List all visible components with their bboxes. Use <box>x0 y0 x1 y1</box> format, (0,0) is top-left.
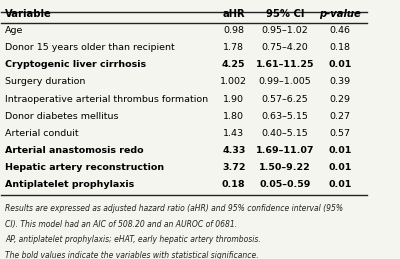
Text: Age: Age <box>5 26 24 35</box>
Text: Donor 15 years older than recipient: Donor 15 years older than recipient <box>5 43 175 52</box>
Text: 1.43: 1.43 <box>223 129 244 138</box>
Text: aHR: aHR <box>222 9 245 19</box>
Text: 0.40–5.15: 0.40–5.15 <box>262 129 308 138</box>
Text: 0.01: 0.01 <box>328 60 352 69</box>
Text: Arterial anastomosis redo: Arterial anastomosis redo <box>5 146 144 155</box>
Text: Surgery duration: Surgery duration <box>5 77 86 87</box>
Text: 0.29: 0.29 <box>330 95 350 104</box>
Text: 0.63–5.15: 0.63–5.15 <box>262 112 308 121</box>
Text: Variable: Variable <box>5 9 52 19</box>
Text: AP, antiplatelet prophylaxis; eHAT, early hepatic artery thrombosis.: AP, antiplatelet prophylaxis; eHAT, earl… <box>5 235 261 244</box>
Text: 1.61–11.25: 1.61–11.25 <box>256 60 314 69</box>
Text: 95% CI: 95% CI <box>266 9 304 19</box>
Text: 0.57–6.25: 0.57–6.25 <box>262 95 308 104</box>
Text: 4.33: 4.33 <box>222 146 246 155</box>
Text: 0.46: 0.46 <box>330 26 350 35</box>
Text: 1.002: 1.002 <box>220 77 247 87</box>
Text: 1.50–9.22: 1.50–9.22 <box>259 163 311 172</box>
Text: Hepatic artery reconstruction: Hepatic artery reconstruction <box>5 163 164 172</box>
Text: 0.05–0.59: 0.05–0.59 <box>259 180 311 189</box>
Text: 0.01: 0.01 <box>328 146 352 155</box>
Text: 3.72: 3.72 <box>222 163 246 172</box>
Text: 0.75–4.20: 0.75–4.20 <box>262 43 308 52</box>
Text: 0.01: 0.01 <box>328 180 352 189</box>
Text: 1.78: 1.78 <box>223 43 244 52</box>
Text: 0.98: 0.98 <box>223 26 244 35</box>
Text: Intraoperative arterial thrombus formation: Intraoperative arterial thrombus formati… <box>5 95 208 104</box>
Text: Antiplatelet prophylaxis: Antiplatelet prophylaxis <box>5 180 134 189</box>
Text: The bold values indicate the variables with statistical significance.: The bold values indicate the variables w… <box>5 251 259 259</box>
Text: 0.18: 0.18 <box>222 180 246 189</box>
Text: p-value: p-value <box>319 9 361 19</box>
Text: 0.99–1.005: 0.99–1.005 <box>259 77 312 87</box>
Text: CI). This model had an AIC of 508.20 and an AUROC of 0681.: CI). This model had an AIC of 508.20 and… <box>5 220 237 228</box>
Text: 1.80: 1.80 <box>223 112 244 121</box>
Text: Donor diabetes mellitus: Donor diabetes mellitus <box>5 112 118 121</box>
Text: 0.27: 0.27 <box>330 112 350 121</box>
Text: Cryptogenic liver cirrhosis: Cryptogenic liver cirrhosis <box>5 60 146 69</box>
Text: Results are expressed as adjusted hazard ratio (aHR) and 95% confidence interval: Results are expressed as adjusted hazard… <box>5 204 343 213</box>
Text: 0.18: 0.18 <box>330 43 350 52</box>
Text: Arterial conduit: Arterial conduit <box>5 129 79 138</box>
Text: 4.25: 4.25 <box>222 60 246 69</box>
Text: 0.01: 0.01 <box>328 163 352 172</box>
Text: 0.39: 0.39 <box>329 77 350 87</box>
Text: 0.57: 0.57 <box>330 129 350 138</box>
Text: 0.95–1.02: 0.95–1.02 <box>262 26 308 35</box>
Text: 1.69–11.07: 1.69–11.07 <box>256 146 314 155</box>
Text: 1.90: 1.90 <box>223 95 244 104</box>
